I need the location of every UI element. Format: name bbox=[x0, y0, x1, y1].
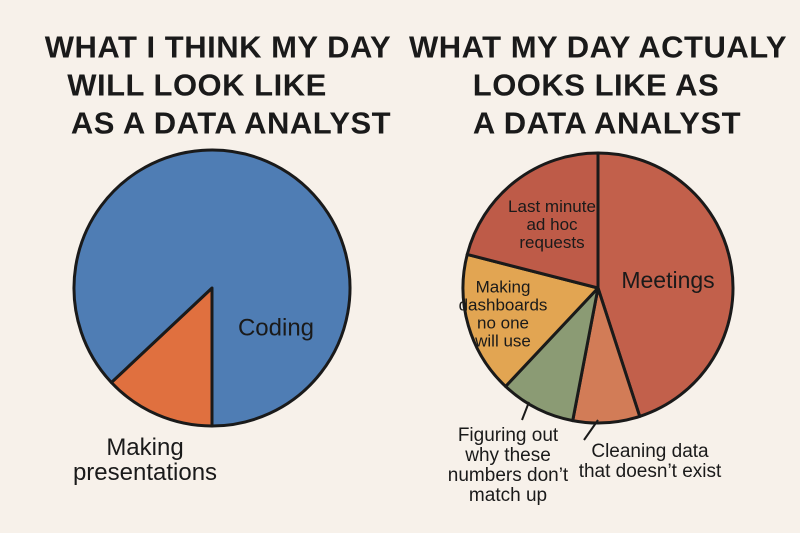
slice-label: Making dashboards no one will use bbox=[458, 277, 548, 350]
slice-label: Cleaning data that doesn’t exist bbox=[578, 441, 722, 482]
chart-title: LOOKS LIKE AS bbox=[472, 67, 720, 103]
pie-slice bbox=[461, 252, 600, 388]
slice-label: Making presentations bbox=[72, 433, 218, 486]
leader-line bbox=[583, 419, 599, 441]
leader-line bbox=[521, 401, 530, 421]
chart-title: AS A DATA ANALYST bbox=[70, 105, 392, 141]
pie-slice bbox=[109, 286, 214, 428]
slice-label: Figuring out why these numbers don’t mat… bbox=[447, 425, 569, 506]
chart-title: A DATA ANALYST bbox=[472, 105, 742, 141]
chart-title: WHAT MY DAY ACTUALY bbox=[408, 29, 788, 65]
chart-title: WILL LOOK LIKE bbox=[67, 67, 327, 103]
pie-slice bbox=[465, 151, 600, 290]
slice-label: Coding bbox=[237, 314, 315, 342]
chart-title: WHAT I THINK MY DAY bbox=[44, 29, 392, 65]
pie-slice bbox=[596, 151, 735, 418]
slice-label: Meetings bbox=[621, 266, 715, 293]
pie-slice bbox=[72, 148, 352, 428]
slice-label: Last minute ad hoc requests bbox=[508, 197, 596, 252]
